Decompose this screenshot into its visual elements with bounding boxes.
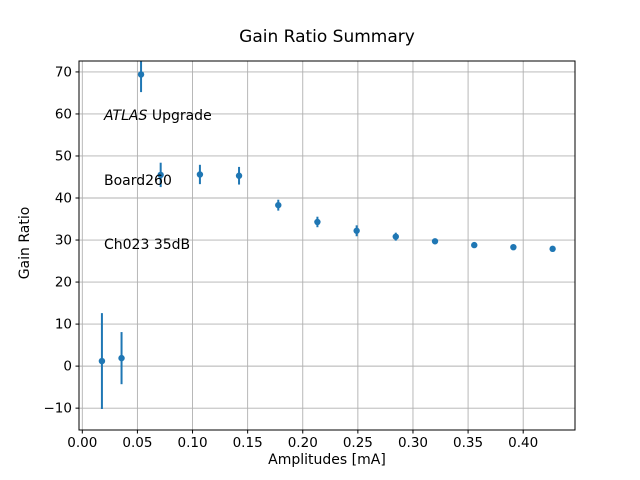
- data-point: [471, 241, 478, 249]
- data-point: [98, 357, 106, 365]
- data-point: [549, 245, 556, 253]
- annotation-line-2: Board260: [104, 172, 172, 189]
- y-tick-label: 50: [55, 148, 72, 164]
- data-point: [137, 71, 145, 78]
- chart-title: Gain Ratio Summary: [239, 27, 415, 47]
- x-tick-label: 0.15: [233, 435, 263, 451]
- y-tick-label: 60: [55, 106, 72, 122]
- x-tick-label: 0.40: [508, 435, 538, 451]
- y-tick-label: −10: [44, 401, 73, 417]
- y-tick-label: 10: [55, 317, 72, 333]
- annotation-atlas: ATLAS: [104, 108, 148, 124]
- series-group: [98, 61, 556, 409]
- x-tick-label: 0.25: [343, 435, 373, 451]
- data-point: [196, 171, 204, 178]
- x-tick-label: 0.00: [67, 435, 97, 451]
- y-axis-label: Gain Ratio: [17, 206, 33, 280]
- x-tick-label: 0.20: [288, 435, 318, 451]
- data-point: [157, 171, 164, 179]
- annotation-line-3: Ch023 35dB: [104, 237, 191, 253]
- x-tick-label: 0.35: [453, 435, 483, 451]
- data-point: [392, 233, 399, 240]
- annotation-line-1: ATLAS Upgrade: [104, 106, 212, 128]
- x-tick-label: 0.10: [177, 435, 207, 451]
- data-point: [275, 201, 282, 209]
- data-point: [314, 218, 321, 226]
- x-tick-label: 0.30: [398, 435, 428, 451]
- x-axis-label: Amplitudes [mA]: [268, 452, 386, 468]
- x-tick-label: 0.05: [122, 435, 152, 451]
- data-point: [510, 243, 517, 251]
- y-tick-label: 20: [55, 275, 72, 291]
- y-tick-label: 30: [55, 233, 72, 249]
- y-tick-label: 70: [55, 64, 72, 80]
- y-tick-label: 40: [55, 191, 72, 207]
- data-point: [235, 172, 243, 179]
- data-point: [431, 238, 439, 245]
- axes-frame: [78, 60, 576, 431]
- plot-annotation: ATLAS Upgrade Board260 Ch023 35dB: [104, 63, 212, 300]
- y-tick-label: 0: [63, 359, 72, 375]
- data-point: [118, 354, 125, 362]
- annotation-upgrade: Upgrade: [147, 108, 212, 124]
- data-point: [353, 227, 360, 234]
